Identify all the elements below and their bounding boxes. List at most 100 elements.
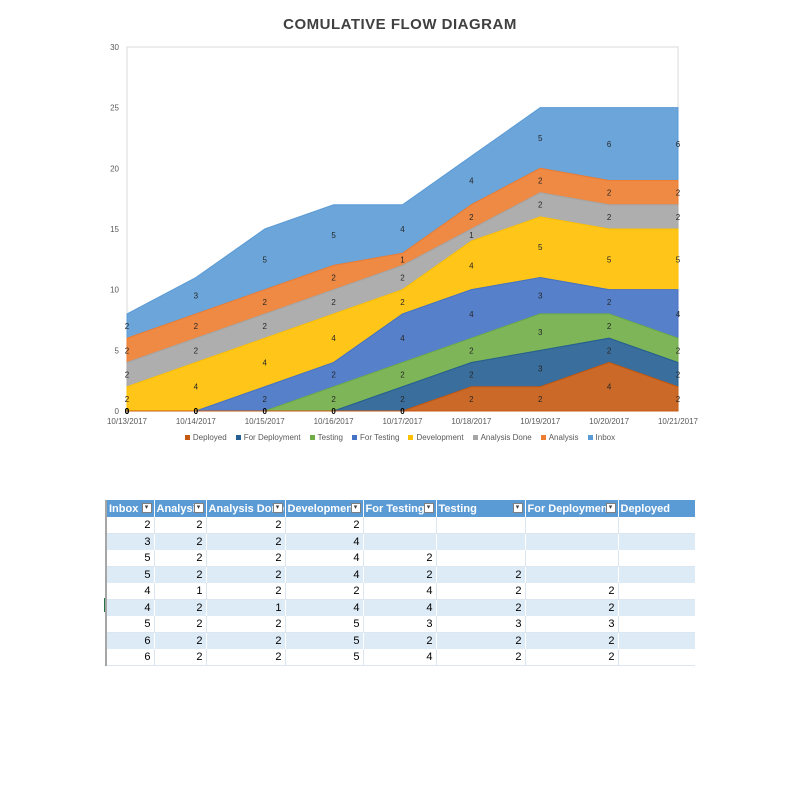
table-cell[interactable] (436, 550, 526, 567)
column-header-for-testing[interactable]: For Testing ▾ (363, 500, 437, 517)
table-cell[interactable]: 2 (436, 649, 526, 666)
filter-dropdown-icon[interactable]: ▾ (512, 503, 523, 513)
table-cell[interactable] (525, 550, 619, 567)
table-cell[interactable]: 2 (618, 599, 695, 616)
table-cell[interactable]: 4 (285, 550, 364, 567)
table-cell[interactable]: 4 (363, 649, 437, 666)
column-header-inbox[interactable]: Inbox ▾ (107, 500, 155, 517)
filter-dropdown-icon[interactable]: ▾ (423, 503, 434, 513)
table-cell[interactable]: 5 (285, 616, 364, 633)
table-cell[interactable]: 2 (436, 632, 526, 649)
table-cell[interactable]: 2 (154, 533, 207, 550)
table-cell[interactable]: 1 (154, 583, 207, 600)
table-cell[interactable]: 2 (363, 550, 437, 567)
table-cell[interactable]: 2 (618, 616, 695, 633)
table-cell[interactable] (618, 566, 695, 583)
table-cell[interactable]: 4 (363, 599, 437, 616)
table-cell[interactable]: 2 (285, 517, 364, 534)
column-header-label: Testing (438, 502, 477, 515)
table-cell[interactable] (618, 583, 695, 600)
table-cell[interactable]: 2 (206, 632, 286, 649)
table-cell[interactable]: 2 (436, 566, 526, 583)
data-label: 5 (538, 134, 543, 143)
x-tick-label: 10/15/2017 (245, 417, 286, 426)
table-cell[interactable]: 2 (154, 566, 207, 583)
legend-label: Development (416, 433, 464, 442)
table-cell[interactable] (436, 517, 526, 534)
zero-data-label: 0 (400, 407, 405, 416)
data-label: 2 (263, 322, 268, 331)
table-cell[interactable] (618, 533, 695, 550)
table-cell[interactable]: 2 (154, 632, 207, 649)
y-tick-label: 10 (110, 286, 119, 295)
data-label: 2 (469, 213, 474, 222)
table-cell[interactable] (618, 517, 695, 534)
column-header-analysis[interactable]: Analysis ▾ (154, 500, 207, 517)
table-cell[interactable]: 2 (525, 583, 619, 600)
table-cell[interactable]: 2 (436, 583, 526, 600)
filter-dropdown-icon[interactable]: ▾ (350, 503, 361, 513)
table-cell[interactable]: 2 (154, 616, 207, 633)
column-header-testing[interactable]: Testing ▾ (436, 500, 526, 517)
data-label: 2 (607, 346, 612, 355)
table-cell[interactable]: 2 (525, 599, 619, 616)
table-cell[interactable]: 2 (107, 517, 155, 534)
table-cell[interactable]: 2 (363, 566, 437, 583)
table-cell[interactable]: 2 (206, 566, 286, 583)
table-cell[interactable]: 5 (107, 566, 155, 583)
column-header-deployed[interactable]: Deployed ▾ (618, 500, 695, 517)
table-cell[interactable]: 2 (206, 583, 286, 600)
filter-dropdown-icon[interactable]: ▾ (193, 503, 204, 513)
filter-dropdown-icon[interactable]: ▾ (605, 503, 616, 513)
table-cell[interactable]: 4 (285, 533, 364, 550)
table-cell[interactable]: 3 (363, 616, 437, 633)
table-cell[interactable]: 6 (107, 632, 155, 649)
table-cell[interactable] (363, 517, 437, 534)
table-cell[interactable]: 4 (363, 583, 437, 600)
table-cell[interactable]: 2 (206, 616, 286, 633)
table-cell[interactable]: 2 (206, 550, 286, 567)
table-cell[interactable] (525, 566, 619, 583)
table-cell[interactable]: 2 (285, 583, 364, 600)
table-cell[interactable] (525, 533, 619, 550)
table-cell[interactable] (525, 517, 619, 534)
table-cell[interactable]: 1 (206, 599, 286, 616)
table-cell[interactable]: 4 (107, 599, 155, 616)
table-cell[interactable]: 4 (107, 583, 155, 600)
column-header-for-deployment[interactable]: For Deployment ▾ (525, 500, 619, 517)
table-cell[interactable]: 2 (206, 517, 286, 534)
table-cell[interactable]: 2 (154, 649, 207, 666)
column-header-development[interactable]: Development ▾ (285, 500, 364, 517)
table-cell[interactable]: 2 (525, 632, 619, 649)
table-cell[interactable]: 2 (206, 533, 286, 550)
filter-dropdown-icon[interactable]: ▾ (272, 503, 283, 513)
column-header-analysis-done[interactable]: Analysis Done ▾ (206, 500, 286, 517)
filter-dropdown-icon[interactable]: ▾ (694, 503, 695, 513)
data-label: 1 (469, 231, 474, 240)
table-cell[interactable]: 2 (154, 550, 207, 567)
table-cell[interactable]: 6 (107, 649, 155, 666)
table-cell[interactable]: 5 (285, 649, 364, 666)
data-label: 3 (194, 292, 199, 301)
table-cell[interactable]: 2 (618, 649, 695, 666)
table-cell[interactable]: 2 (525, 649, 619, 666)
table-cell[interactable]: 2 (206, 649, 286, 666)
table-cell[interactable]: 2 (436, 599, 526, 616)
table-cell[interactable]: 4 (285, 566, 364, 583)
table-cell[interactable] (363, 533, 437, 550)
filter-dropdown-icon[interactable]: ▾ (141, 503, 152, 513)
table-cell[interactable]: 4 (285, 599, 364, 616)
table-cell[interactable]: 2 (363, 632, 437, 649)
table-cell[interactable]: 4 (618, 632, 695, 649)
table-cell[interactable]: 2 (154, 517, 207, 534)
table-cell[interactable]: 2 (154, 599, 207, 616)
table-cell[interactable]: 5 (285, 632, 364, 649)
data-table: Inbox ▾ Analysis ▾ Analysis Done ▾ Development… (107, 500, 695, 666)
table-cell[interactable] (618, 550, 695, 567)
table-cell[interactable]: 5 (107, 616, 155, 633)
table-cell[interactable]: 5 (107, 550, 155, 567)
table-cell[interactable]: 3 (436, 616, 526, 633)
table-cell[interactable] (436, 533, 526, 550)
table-cell[interactable]: 3 (107, 533, 155, 550)
table-cell[interactable]: 3 (525, 616, 619, 633)
